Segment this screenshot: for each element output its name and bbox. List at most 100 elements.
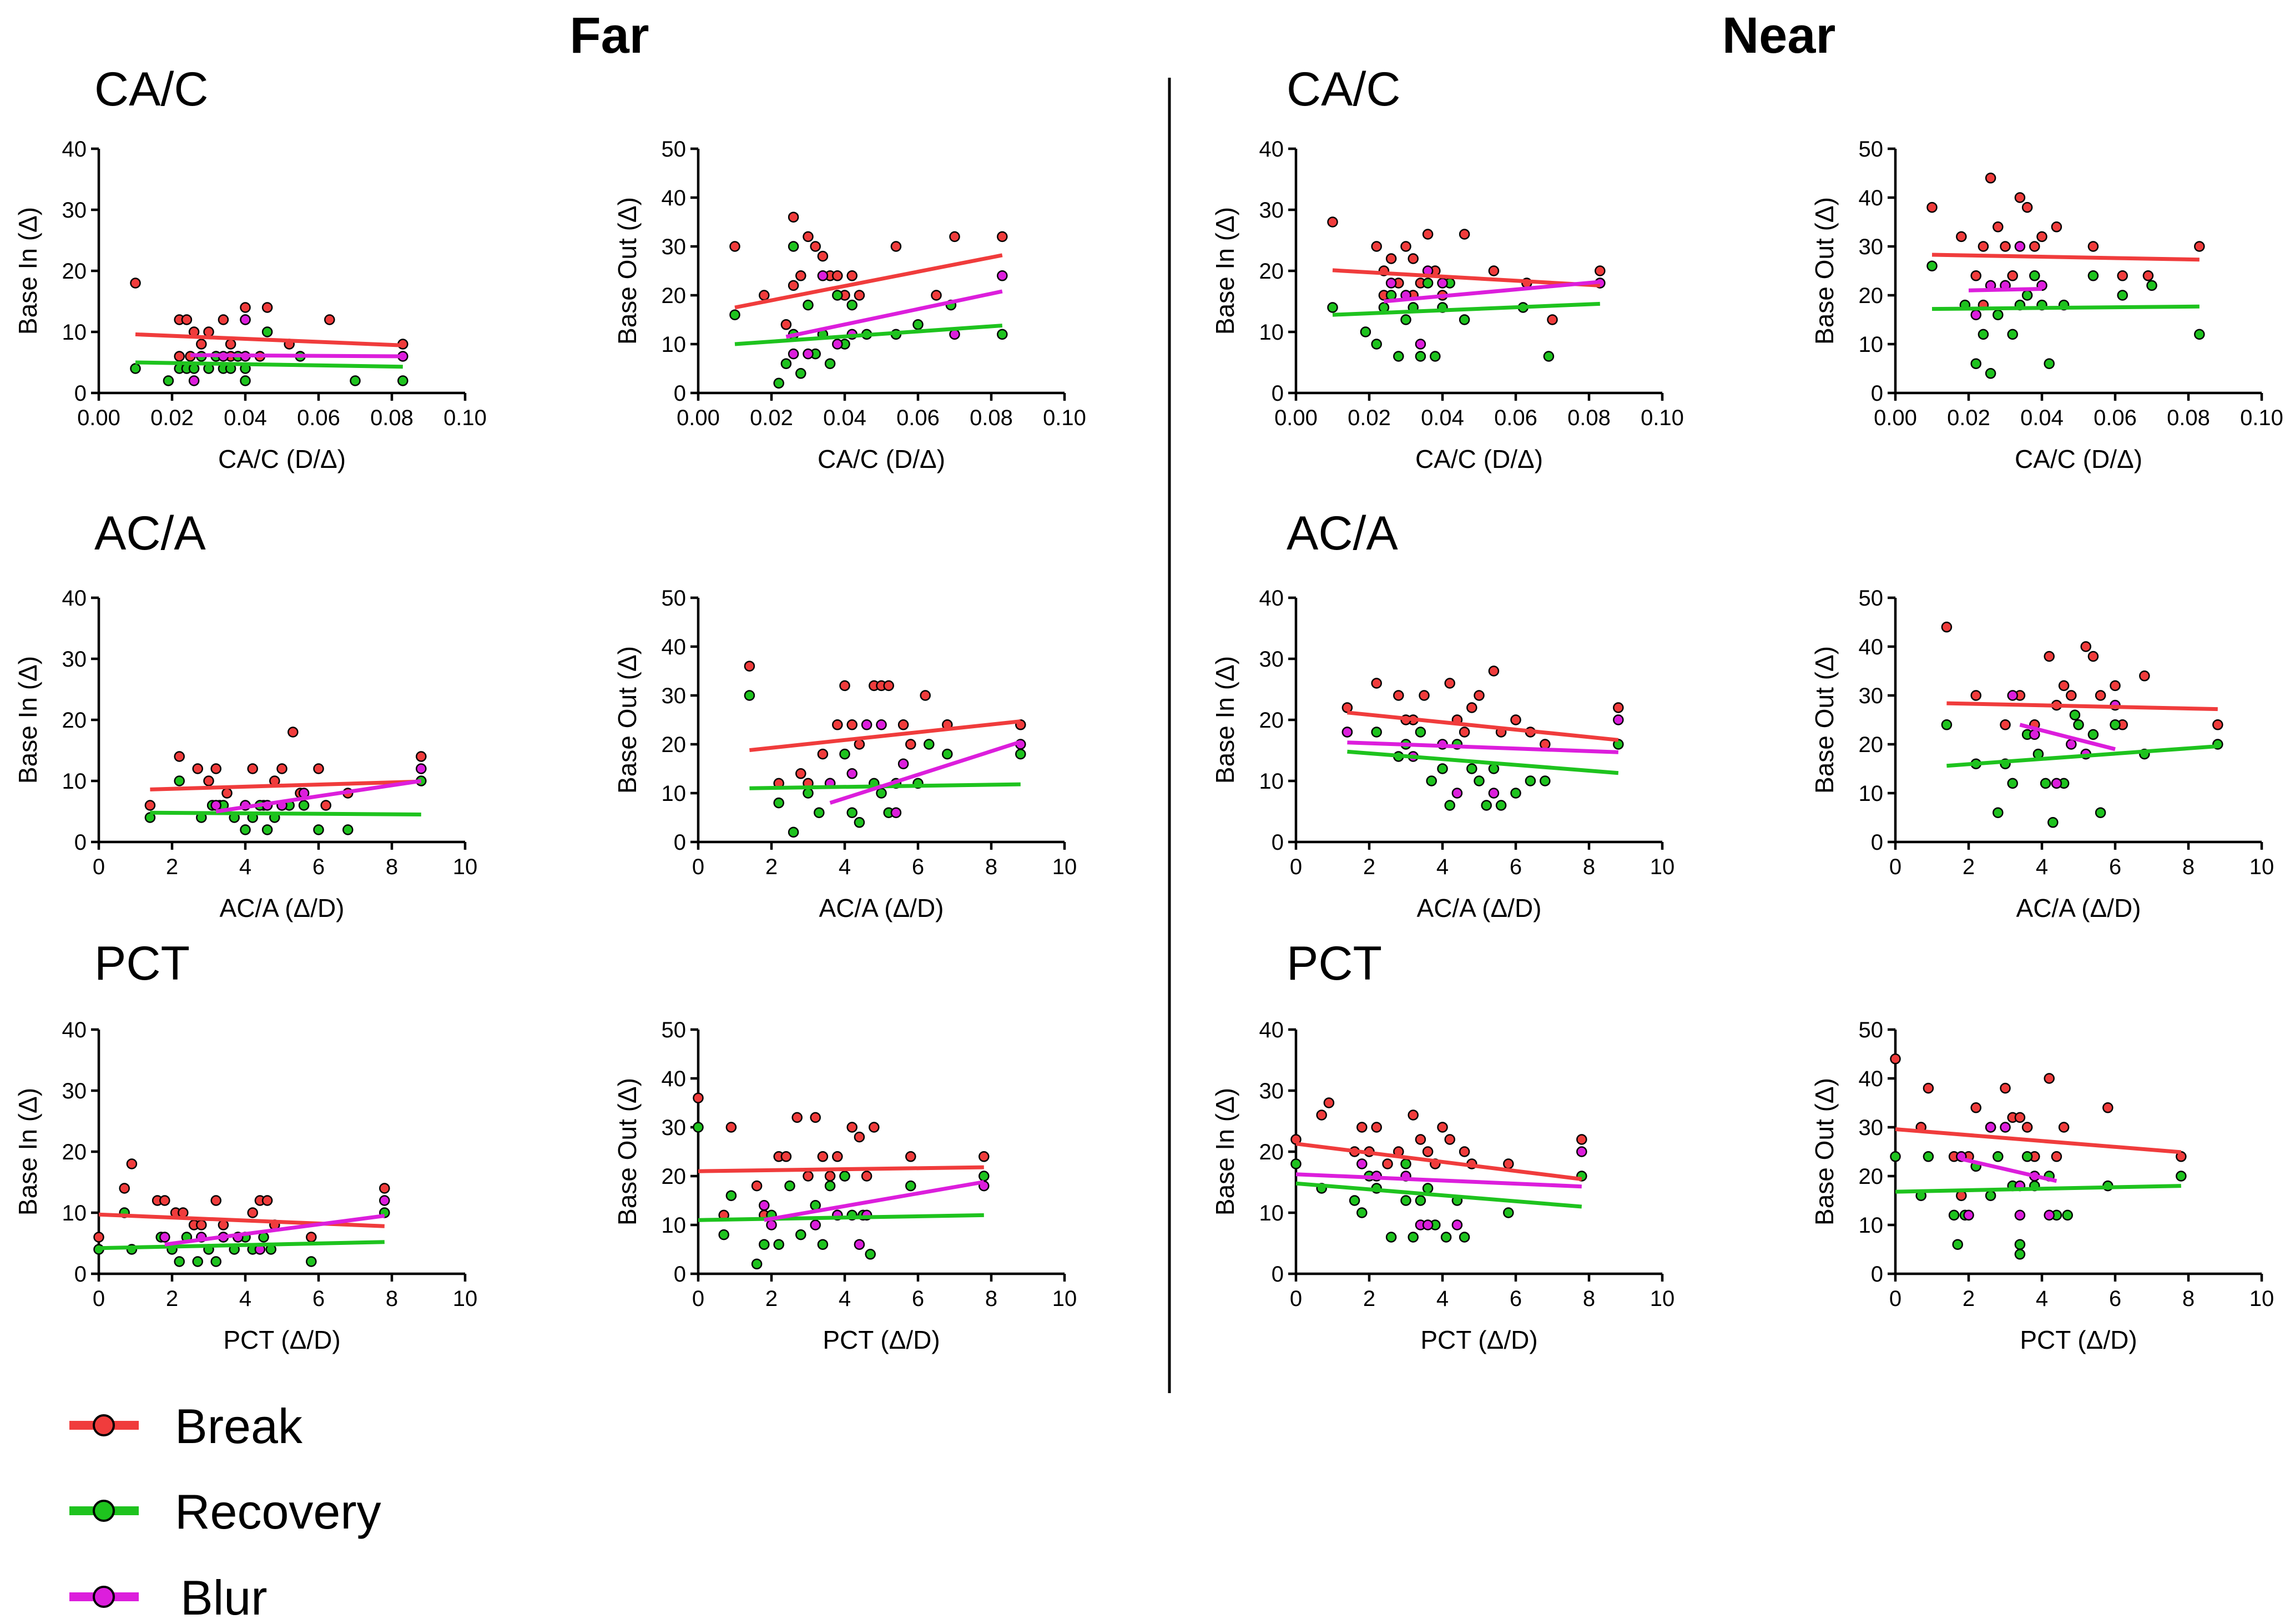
x-tick-label: 4 <box>2036 855 2048 879</box>
data-point-blur <box>1488 788 1500 799</box>
data-point-break <box>817 1151 829 1162</box>
x-axis-label: CA/C (D/Δ) <box>818 445 945 473</box>
data-point-blur <box>890 807 902 818</box>
x-tick-label: 0.04 <box>823 406 866 430</box>
row-title: CA/C <box>94 63 208 116</box>
data-point-recovery <box>2095 807 2106 818</box>
data-point-break <box>803 231 814 243</box>
data-point-break <box>2044 1073 2055 1084</box>
fit-line-break <box>1895 1127 2182 1154</box>
x-tick-label: 0.06 <box>896 406 940 430</box>
fit-line-blur <box>785 289 1003 339</box>
data-point-break <box>810 241 821 252</box>
data-point-break <box>1547 314 1558 325</box>
y-tick-label: 10 <box>662 332 687 357</box>
data-point-break <box>93 1232 104 1243</box>
data-point-break <box>2029 241 2040 252</box>
data-point-blur <box>240 314 251 325</box>
data-point-recovery <box>1400 1195 1411 1206</box>
data-point-break <box>247 763 258 774</box>
data-point-break <box>861 1171 872 1182</box>
data-point-recovery <box>1290 1158 1302 1169</box>
data-point-break <box>306 1232 317 1243</box>
data-point-break <box>1488 665 1500 677</box>
x-tick-label: 0.06 <box>2094 406 2137 430</box>
fit-line-recovery <box>135 360 403 369</box>
data-point-break <box>920 690 931 701</box>
data-point-break <box>832 270 843 281</box>
x-tick-label: 0.10 <box>2240 406 2283 430</box>
y-tick-label: 0 <box>74 1262 87 1287</box>
data-point-recovery <box>1437 763 1448 774</box>
x-tick-label: 6 <box>912 855 924 879</box>
data-point-break <box>225 339 236 350</box>
data-point-break <box>725 1122 737 1133</box>
data-point-blur <box>759 1200 770 1211</box>
y-tick-label: 30 <box>1259 1079 1284 1103</box>
y-tick-label: 10 <box>62 1201 87 1225</box>
data-point-break <box>203 326 214 337</box>
x-tick-label: 0.06 <box>297 406 340 430</box>
y-axis-label: Base Out (Δ) <box>1810 197 1839 345</box>
data-point-break <box>324 314 335 325</box>
data-point-recovery <box>1422 278 1434 289</box>
data-point-blur <box>803 348 814 360</box>
data-point-recovery <box>1948 1209 1960 1221</box>
y-tick-label: 30 <box>662 684 687 708</box>
data-point-break <box>897 719 909 730</box>
fit-line-break <box>98 1212 385 1228</box>
data-point-recovery <box>192 1256 203 1267</box>
x-tick-label: 0 <box>1889 855 1901 879</box>
data-point-recovery <box>846 807 858 818</box>
y-tick-label: 0 <box>1272 381 1284 406</box>
data-point-recovery <box>1444 800 1455 811</box>
data-point-recovery <box>1985 368 1996 379</box>
data-point-break <box>1956 231 1967 243</box>
data-point-break <box>2014 192 2026 203</box>
data-point-recovery <box>1400 1158 1411 1169</box>
data-point-break <box>126 1158 138 1169</box>
data-point-break <box>1510 714 1521 725</box>
data-point-break <box>196 339 207 350</box>
fit-line-blur <box>2019 723 2116 752</box>
data-point-recovery <box>924 739 935 750</box>
data-point-recovery <box>2021 290 2033 301</box>
y-tick-label: 10 <box>1259 1201 1284 1225</box>
legend-label: Blur <box>180 1570 268 1624</box>
data-point-break <box>159 1195 170 1206</box>
data-point-break <box>1941 622 1953 633</box>
data-point-recovery <box>1459 1232 1470 1243</box>
data-point-break <box>2066 690 2077 701</box>
data-point-break <box>174 751 185 762</box>
y-tick-label: 0 <box>674 381 686 406</box>
data-point-recovery <box>1923 1151 1934 1162</box>
data-point-recovery <box>1993 309 2004 320</box>
data-point-recovery <box>350 375 361 386</box>
y-tick-label: 10 <box>1859 781 1884 806</box>
x-tick-label: 0.00 <box>677 406 720 430</box>
x-tick-label: 0.10 <box>1641 406 1684 430</box>
y-tick-label: 0 <box>74 830 87 855</box>
x-tick-label: 4 <box>239 1287 251 1311</box>
y-tick-label: 10 <box>62 769 87 794</box>
data-point-recovery <box>1371 727 1382 738</box>
data-point-break <box>931 290 942 301</box>
data-point-blur <box>379 1195 390 1206</box>
y-tick-label: 30 <box>662 1116 687 1140</box>
data-point-recovery <box>912 319 924 330</box>
x-axis-label: AC/A (Δ/D) <box>220 894 345 922</box>
y-tick-label: 10 <box>1859 1213 1884 1238</box>
x-tick-label: 10 <box>2249 855 2274 879</box>
x-tick-label: 8 <box>386 1287 398 1311</box>
data-point-break <box>2000 241 2011 252</box>
data-point-recovery <box>832 290 843 301</box>
data-point-break <box>1466 702 1477 713</box>
data-point-recovery <box>759 1239 770 1250</box>
data-point-recovery <box>342 824 354 835</box>
legend-item-blur: Blur <box>69 1570 268 1624</box>
data-point-break <box>1970 1102 1981 1113</box>
data-point-break <box>949 231 960 243</box>
legend-label: Recovery <box>175 1484 381 1539</box>
data-point-break <box>788 211 799 223</box>
x-tick-label: 4 <box>839 855 851 879</box>
